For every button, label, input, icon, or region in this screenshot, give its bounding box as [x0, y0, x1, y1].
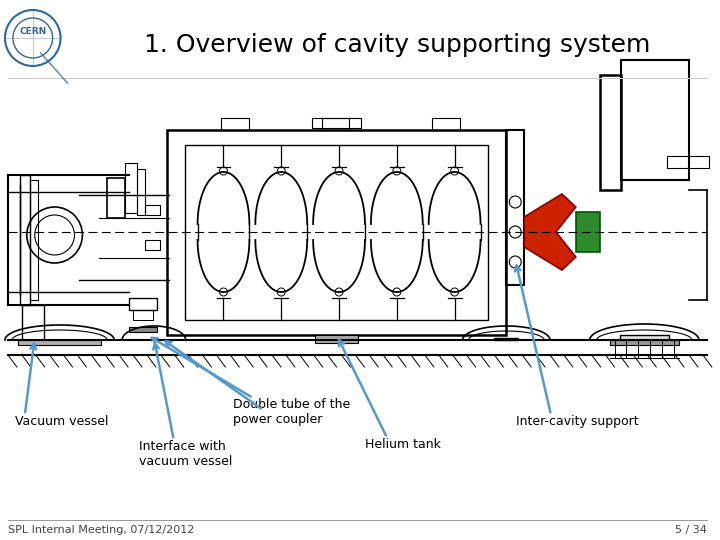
Bar — [167, 130, 506, 335]
Bar — [610, 340, 679, 345]
Polygon shape — [524, 194, 576, 270]
Text: Vacuum vessel: Vacuum vessel — [15, 415, 109, 428]
Bar — [107, 178, 125, 218]
Bar — [129, 298, 157, 310]
Bar — [20, 175, 30, 305]
Text: Double tube of the
power coupler: Double tube of the power coupler — [233, 398, 351, 426]
Bar — [125, 163, 137, 213]
Bar — [133, 310, 153, 320]
Bar — [495, 338, 518, 340]
Bar — [137, 169, 145, 215]
Text: Helium tank: Helium tank — [365, 438, 441, 451]
Bar — [184, 145, 488, 320]
Text: 1. Overview of cavity supporting system: 1. Overview of cavity supporting system — [144, 33, 650, 57]
Bar — [600, 75, 621, 190]
Text: Inter-cavity support: Inter-cavity support — [516, 415, 639, 428]
Text: CERN: CERN — [19, 28, 46, 37]
Bar — [129, 327, 157, 332]
Bar — [576, 212, 600, 252]
Bar — [506, 130, 524, 285]
Bar — [621, 60, 689, 180]
Bar — [432, 118, 459, 130]
Bar — [145, 240, 160, 250]
Bar — [18, 340, 102, 345]
Text: Interface with
vacuum vessel: Interface with vacuum vessel — [139, 440, 233, 468]
Bar — [312, 118, 361, 128]
Bar — [22, 305, 44, 340]
Text: 5 / 34: 5 / 34 — [675, 525, 707, 535]
Bar — [619, 335, 669, 340]
Bar — [30, 180, 37, 300]
Bar — [322, 118, 349, 130]
Text: SPL Internal Meeting, 07/12/2012: SPL Internal Meeting, 07/12/2012 — [8, 525, 194, 535]
Bar — [667, 156, 709, 168]
Bar — [221, 118, 249, 130]
Bar — [145, 205, 160, 215]
Bar — [315, 335, 359, 343]
